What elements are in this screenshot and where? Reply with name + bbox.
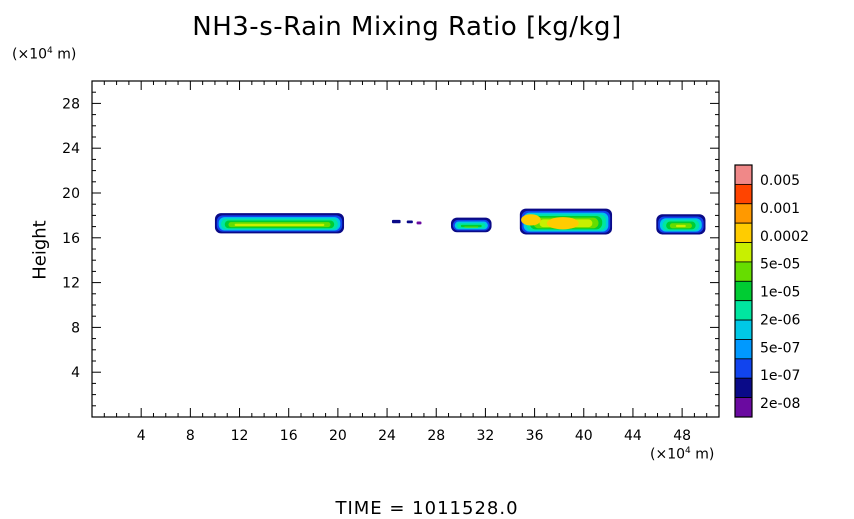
colorbar-swatch	[734, 397, 753, 418]
region-layer	[464, 226, 479, 228]
x-tick-label: 36	[526, 428, 544, 444]
y-tick-label: 4	[71, 365, 80, 381]
y-axis-unit: (×104 m)	[12, 46, 77, 63]
colorbar-label: 1e-07	[760, 368, 800, 384]
colorbar-swatch	[734, 339, 753, 360]
colorbar-swatch	[734, 222, 753, 243]
plot-area	[92, 81, 719, 417]
chart-title: NH3-s-Rain Mixing Ratio [kg/kg]	[192, 12, 622, 42]
x-tick-label: 28	[427, 428, 445, 444]
x-tick-label: 24	[378, 428, 396, 444]
region-edge	[391, 219, 401, 224]
colorbar-swatch	[734, 183, 753, 205]
y-tick-label: 16	[62, 231, 80, 247]
colorbar-frame	[734, 164, 753, 418]
colorbar-label: 0.005	[760, 173, 800, 189]
colorbar-swatch	[734, 164, 753, 185]
region-cloud-3	[450, 217, 492, 233]
colorbar-swatch	[734, 377, 753, 399]
region-edge	[406, 220, 413, 224]
region-core-hot	[521, 214, 541, 226]
y-tick-label: 24	[62, 141, 80, 157]
colorbar-label: 2e-08	[760, 396, 800, 412]
colorbar-label: 5e-05	[760, 257, 800, 273]
x-tick-label: 16	[280, 428, 298, 444]
x-tick-label: 20	[329, 428, 347, 444]
x-tick-label: 48	[673, 428, 691, 444]
x-tick-label: 8	[186, 428, 195, 444]
colorbar-label: 2e-06	[760, 312, 800, 328]
colorbar-swatch	[734, 242, 753, 263]
y-tick-label: 8	[71, 320, 80, 336]
colorbar-label: 0.001	[760, 201, 800, 217]
x-tick-label: 44	[624, 428, 642, 444]
region-cloud-4	[519, 208, 613, 235]
colorbar-label: 5e-07	[760, 340, 800, 356]
x-tick-label: 4	[137, 428, 146, 444]
region-cloud-1	[214, 213, 345, 234]
y-axis-label: Height	[29, 220, 51, 280]
colorbar: 0.005 0.001 0.0002 5e-05 1e-05 2e-06 5e-07 1e-0…	[734, 164, 809, 418]
colorbar-swatch	[734, 280, 753, 302]
region-core	[675, 224, 686, 228]
colorbar-swatch	[734, 261, 753, 282]
region-edge	[416, 221, 422, 225]
y-tick-label: 28	[62, 96, 80, 112]
colorbar-label: 0.0002	[760, 229, 809, 245]
colorbar-label: 1e-05	[760, 285, 800, 301]
x-tick-label: 12	[231, 428, 249, 444]
time-footer: TIME = 1011528.0	[335, 498, 519, 519]
region-core	[234, 223, 325, 227]
data-regions	[214, 208, 706, 235]
y-tick-label: 20	[62, 186, 80, 202]
colorbar-swatch	[734, 358, 753, 379]
region-cloud-2	[391, 219, 422, 225]
colorbar-swatch	[734, 300, 753, 321]
x-tick-label: 32	[476, 428, 494, 444]
region-core-hot	[546, 217, 579, 230]
x-axis-unit: (×104 m)	[650, 446, 715, 463]
y-tick-label: 12	[62, 276, 80, 292]
x-tick-label: 40	[575, 428, 593, 444]
colorbar-swatch	[734, 203, 753, 224]
colorbar-swatch	[734, 319, 753, 340]
region-cloud-5	[656, 214, 706, 235]
